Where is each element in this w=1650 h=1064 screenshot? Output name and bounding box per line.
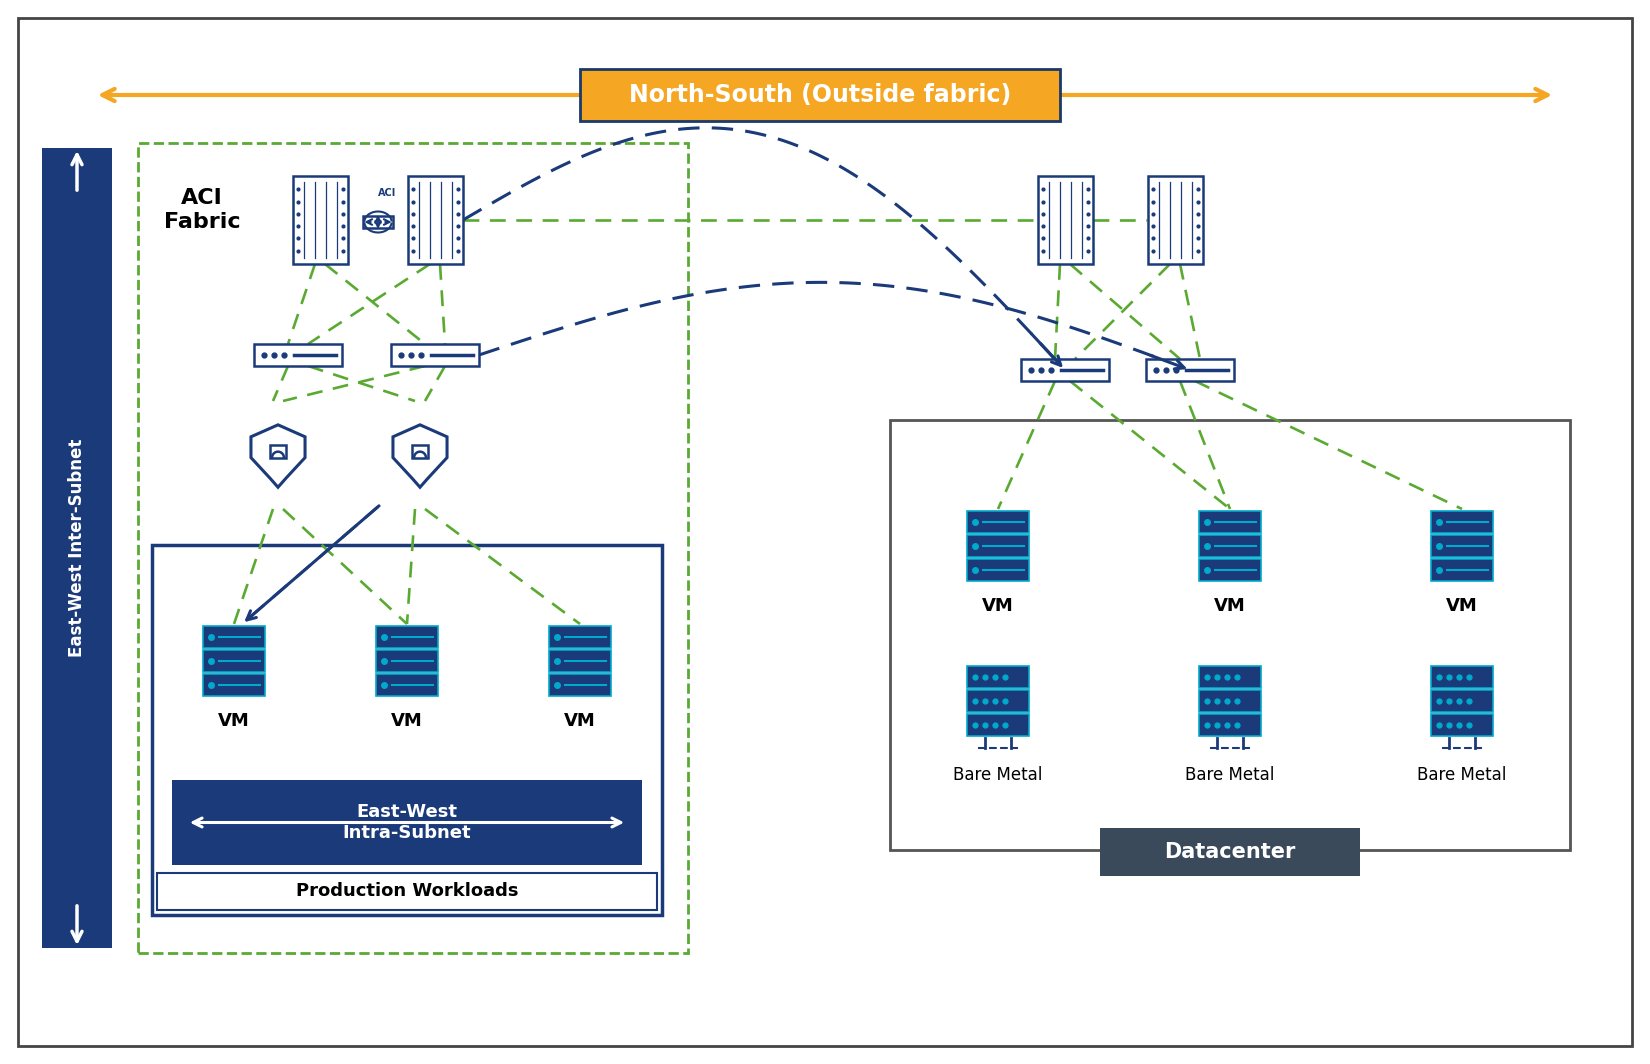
Bar (1431, 714, 1493, 736)
Bar (549, 674, 610, 696)
Bar (254, 344, 342, 366)
Bar (967, 714, 1030, 736)
Bar (139, 143, 688, 953)
Bar (1038, 176, 1092, 264)
Bar (203, 674, 266, 696)
Bar (967, 559, 1030, 581)
Bar (1200, 511, 1261, 533)
Bar (271, 445, 285, 458)
Text: VM: VM (391, 712, 422, 730)
Text: Bare Metal: Bare Metal (1185, 766, 1275, 784)
Text: East-West
Intra-Subnet: East-West Intra-Subnet (343, 803, 472, 842)
Polygon shape (393, 425, 447, 487)
Bar (376, 674, 437, 696)
Text: Production Workloads: Production Workloads (295, 882, 518, 900)
Text: VM: VM (1214, 597, 1246, 615)
Bar (1431, 535, 1493, 556)
Bar (203, 626, 266, 648)
Bar (549, 650, 610, 672)
Bar (1200, 666, 1261, 688)
Text: VM: VM (218, 712, 249, 730)
Text: Bare Metal: Bare Metal (1417, 766, 1506, 784)
Text: Datacenter: Datacenter (1165, 842, 1295, 862)
Bar (172, 780, 642, 865)
Bar (363, 216, 393, 228)
Bar (1101, 828, 1360, 876)
Bar (1021, 359, 1109, 381)
Bar (1431, 559, 1493, 581)
Bar (967, 511, 1030, 533)
Bar (1200, 535, 1261, 556)
Bar (549, 626, 610, 648)
Bar (376, 626, 437, 648)
Bar (1200, 714, 1261, 736)
Bar (152, 545, 662, 915)
Text: VM: VM (564, 712, 596, 730)
Text: ACI: ACI (378, 188, 396, 199)
Bar (1200, 689, 1261, 712)
Text: ACI
Fabric: ACI Fabric (163, 188, 241, 232)
Bar (391, 344, 478, 366)
Bar (889, 420, 1571, 850)
Bar (1200, 559, 1261, 581)
Bar (1431, 666, 1493, 688)
Bar (1147, 359, 1234, 381)
Bar (581, 69, 1059, 121)
Bar (967, 535, 1030, 556)
Bar (203, 650, 266, 672)
Bar (292, 176, 348, 264)
Bar (412, 445, 427, 458)
Text: North-South (Outside fabric): North-South (Outside fabric) (629, 83, 1011, 107)
Bar (1147, 176, 1203, 264)
Bar (408, 176, 462, 264)
Text: VM: VM (982, 597, 1013, 615)
Text: VM: VM (1445, 597, 1478, 615)
Bar (376, 650, 437, 672)
Text: East-West Inter-Subnet: East-West Inter-Subnet (68, 438, 86, 658)
Bar (967, 666, 1030, 688)
Text: Bare Metal: Bare Metal (954, 766, 1043, 784)
Bar (1431, 689, 1493, 712)
Polygon shape (251, 425, 305, 487)
Bar (1431, 511, 1493, 533)
Bar (967, 689, 1030, 712)
Bar (41, 148, 112, 948)
Bar (157, 872, 657, 910)
